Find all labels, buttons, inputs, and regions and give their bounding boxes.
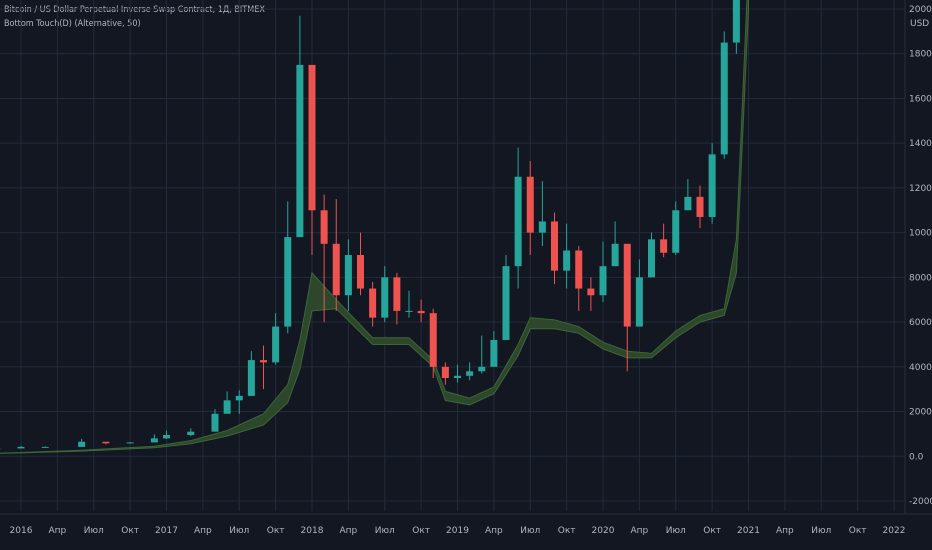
candle-body (308, 64, 316, 211)
candle-body (599, 266, 607, 296)
candle-body (587, 288, 595, 296)
candle-body (575, 250, 583, 289)
candle-body (369, 288, 377, 318)
candle-body (611, 243, 619, 267)
candle-body (393, 277, 401, 311)
candle-body (235, 395, 243, 401)
x-tick-label: Апр (48, 526, 66, 536)
candle-body (672, 210, 680, 253)
y-tick-label: 16000.0 (909, 94, 932, 104)
x-tick-label: Июл (84, 526, 104, 536)
y-tick-label: 6000.0 (909, 318, 932, 328)
candle-body (78, 441, 86, 447)
candle-body (223, 400, 231, 414)
y-tick-label: 2000.0 (909, 408, 932, 418)
candle-body (126, 442, 134, 444)
indicator-legend[interactable]: Bottom Touch(D) (Alternative, 50) (4, 19, 141, 29)
y-tick-label: 10000.0 (909, 229, 932, 239)
candle-body (405, 310, 413, 312)
candle-body (344, 255, 352, 296)
y-tick-label: 8000.0 (909, 273, 932, 283)
x-tick-label: 2019 (446, 526, 469, 536)
candle-body (502, 266, 510, 340)
x-tick-label: Окт (849, 526, 867, 536)
candle-body (284, 237, 292, 327)
x-tick-label: Апр (776, 526, 794, 536)
candle-body (696, 196, 704, 217)
x-tick-label: Окт (121, 526, 139, 536)
y-tick-label: 12000.0 (909, 184, 932, 194)
x-tick-label: Июл (520, 526, 540, 536)
x-tick-label: 2022 (883, 526, 906, 536)
candle-body (708, 154, 716, 217)
candle-body (441, 366, 449, 378)
candle-body (102, 441, 110, 444)
candle-body (538, 221, 546, 233)
candle-body (296, 64, 304, 238)
candle-body (211, 413, 219, 432)
y-tick-label: 4000.0 (909, 363, 932, 373)
x-tick-label: Апр (485, 526, 503, 536)
y-tick-label: -2000.0 (909, 497, 932, 507)
candle-body (272, 326, 280, 363)
candle-body (41, 446, 49, 448)
y-tick-label: 0.0 (909, 452, 924, 462)
y-tick-label: 18000.0 (909, 50, 932, 60)
candle-body (684, 196, 692, 211)
candle-body (526, 176, 534, 233)
x-tick-label: 2016 (10, 526, 33, 536)
candle-body (17, 446, 25, 449)
candle-body (247, 360, 255, 396)
x-tick-label: Окт (558, 526, 576, 536)
candle-body (551, 221, 558, 271)
x-tick-label: 2017 (155, 526, 178, 536)
candle-body (417, 310, 425, 314)
x-tick-label: 2021 (737, 526, 760, 536)
candle-body (490, 339, 498, 367)
candle-body (332, 243, 340, 296)
x-tick-label: Июл (811, 526, 831, 536)
x-tick-label: Июл (666, 526, 686, 536)
x-tick-label: Апр (630, 526, 648, 536)
candle-body (623, 243, 631, 327)
candle-body (429, 313, 437, 367)
candle-body (163, 435, 170, 439)
candle-body (478, 366, 486, 372)
x-tick-label: 2018 (301, 526, 324, 536)
x-tick-label: Окт (267, 526, 285, 536)
x-tick-label: Окт (703, 526, 721, 536)
candle-body (150, 438, 158, 443)
bottom-touch-band (0, 0, 749, 454)
candle-body (454, 375, 461, 378)
candle-body (320, 210, 328, 244)
x-tick-label: Окт (412, 526, 430, 536)
candle-body (187, 431, 195, 436)
candle-body (514, 176, 522, 267)
candle-body (357, 255, 364, 289)
y-axis-unit: USD (910, 19, 929, 29)
candle-body (648, 239, 655, 278)
candle-body (381, 277, 389, 318)
candle-body (660, 239, 668, 253)
candle-body (720, 42, 728, 155)
x-tick-label: Июл (375, 526, 395, 536)
candle-body (260, 360, 267, 363)
x-tick-label: Апр (194, 526, 212, 536)
x-tick-label: Июл (229, 526, 249, 536)
candle-body (563, 250, 571, 271)
symbol-legend[interactable]: Bitcoin / US Dollar Perpetual Inverse Sw… (4, 5, 265, 15)
x-tick-label: Апр (339, 526, 357, 536)
candle-body (635, 277, 643, 327)
x-tick-label: 2020 (592, 526, 615, 536)
candle-body (466, 371, 474, 376)
candle-body (732, 0, 740, 43)
y-tick-label: 14000.0 (909, 139, 932, 149)
